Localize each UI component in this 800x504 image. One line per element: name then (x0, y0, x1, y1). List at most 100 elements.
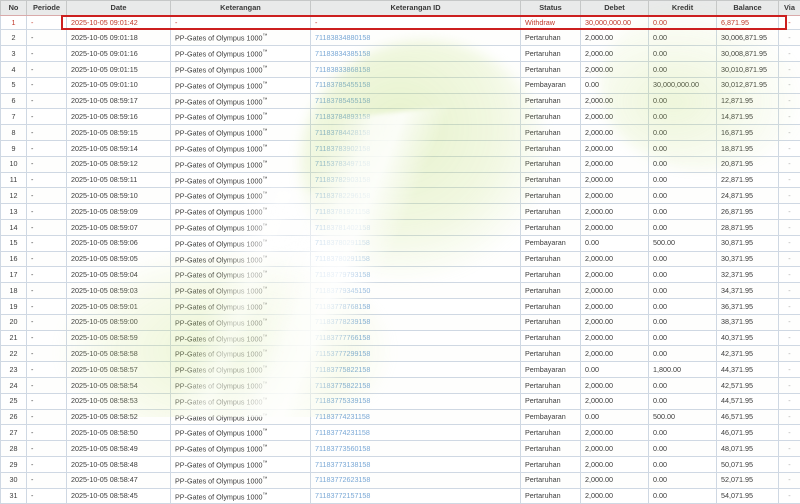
cell-kredit: 0.00 (649, 219, 717, 235)
trademark-symbol: ™ (263, 239, 268, 245)
cell-ketid[interactable]: 71183781921158 (311, 204, 521, 220)
cell-ketid[interactable]: 71183773138158 (311, 456, 521, 472)
cell-ket: PP-Gates of Olympus 1000™ (171, 441, 311, 457)
cell-ketid[interactable]: 71183778239158 (311, 314, 521, 330)
cell-ketid[interactable]: 71183772623158 (311, 472, 521, 488)
column-header-no[interactable]: No (1, 1, 27, 16)
cell-ketid[interactable]: 71183781402158 (311, 219, 521, 235)
column-header-ketid[interactable]: Keterangan ID (311, 1, 521, 16)
cell-periode: - (27, 109, 67, 125)
cell-balance: 14,871.95 (717, 109, 779, 125)
cell-ket: PP-Gates of Olympus 1000™ (171, 425, 311, 441)
cell-ketid[interactable]: 71183783902158 (311, 140, 521, 156)
cell-ketid[interactable]: - (311, 16, 521, 30)
cell-kredit: 0.00 (649, 330, 717, 346)
cell-ketid[interactable]: 71183775339158 (311, 393, 521, 409)
cell-kredit: 0.00 (649, 204, 717, 220)
column-header-kredit[interactable]: Kredit (649, 1, 717, 16)
column-header-date[interactable]: Date (67, 1, 171, 16)
cell-ketid[interactable]: 71183834880158 (311, 30, 521, 46)
cell-ketid[interactable]: 71183772157158 (311, 488, 521, 504)
trademark-symbol: ™ (263, 144, 268, 150)
cell-ketid[interactable]: 71183782296158 (311, 188, 521, 204)
cell-debet: 2,000.00 (581, 393, 649, 409)
cell-ketid[interactable]: 71183775822158 (311, 362, 521, 378)
cell-ketid[interactable]: 71183779793158 (311, 267, 521, 283)
trademark-symbol: ™ (263, 112, 268, 118)
cell-ketid[interactable]: 71183784893158 (311, 109, 521, 125)
cell-periode: - (27, 377, 67, 393)
cell-no: 13 (1, 204, 27, 220)
column-header-via[interactable]: Via (779, 1, 800, 16)
cell-balance: 6,871.95 (717, 16, 779, 30)
cell-status: Pertaruhan (521, 93, 581, 109)
cell-status: Pertaruhan (521, 267, 581, 283)
cell-ketid[interactable]: 71183775822158 (311, 377, 521, 393)
trademark-symbol: ™ (263, 207, 268, 213)
cell-ketid[interactable]: 71183833868158 (311, 62, 521, 78)
column-header-ket[interactable]: Keterangan (171, 1, 311, 16)
cell-ketid[interactable]: 71183834385158 (311, 46, 521, 62)
cell-ketid[interactable]: 71183780291158 (311, 235, 521, 251)
cell-ketid[interactable]: 71183779345150 (311, 283, 521, 299)
cell-kredit: 0.00 (649, 156, 717, 172)
cell-ketid[interactable]: 71183785455158 (311, 93, 521, 109)
trademark-symbol: ™ (263, 33, 268, 39)
cell-via: - (779, 456, 800, 472)
column-header-periode[interactable]: Periode (27, 1, 67, 16)
cell-ketid[interactable]: 71183773560158 (311, 441, 521, 457)
cell-status: Pertaruhan (521, 62, 581, 78)
trademark-symbol: ™ (263, 476, 268, 482)
cell-ketid[interactable]: 71183777766158 (311, 330, 521, 346)
cell-ketid[interactable]: 71183784428158 (311, 125, 521, 141)
column-header-balance[interactable]: Balance (717, 1, 779, 16)
cell-date: 2025-10-05 08:59:12 (67, 156, 171, 172)
cell-kredit: 500.00 (649, 235, 717, 251)
cell-no: 2 (1, 30, 27, 46)
cell-debet: 2,000.00 (581, 330, 649, 346)
cell-ketid[interactable]: 71153777299158 (311, 346, 521, 362)
cell-ketid[interactable]: 71183780291158 (311, 251, 521, 267)
column-header-debet[interactable]: Debet (581, 1, 649, 16)
cell-debet: 2,000.00 (581, 172, 649, 188)
column-header-status[interactable]: Status (521, 1, 581, 16)
cell-date: 2025-10-05 09:01:16 (67, 46, 171, 62)
cell-ketid[interactable]: 71153783497158 (311, 156, 521, 172)
cell-ketid[interactable]: 71183785455158 (311, 77, 521, 93)
cell-ketid[interactable]: 71183774231158 (311, 425, 521, 441)
cell-ketid[interactable]: 71183782903158 (311, 172, 521, 188)
cell-status: Pembayaran (521, 77, 581, 93)
cell-balance: 52,071.95 (717, 472, 779, 488)
cell-ketid[interactable]: 71183778768158 (311, 298, 521, 314)
